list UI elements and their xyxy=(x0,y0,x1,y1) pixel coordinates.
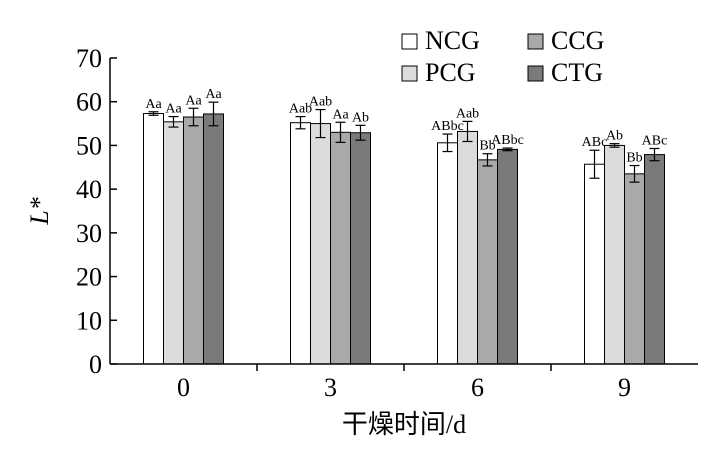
legend-swatch xyxy=(527,33,544,50)
significance-label: Aa xyxy=(332,107,349,122)
significance-label: Aab xyxy=(309,95,332,110)
x-tick-label: 3 xyxy=(324,373,337,402)
legend-swatch xyxy=(401,65,418,82)
y-tick-label: 0 xyxy=(89,350,102,379)
legend-swatch xyxy=(527,65,544,82)
bar xyxy=(183,116,204,365)
bar xyxy=(604,144,625,365)
y-tick-label: 10 xyxy=(76,306,102,335)
y-axis-title: L* xyxy=(25,197,54,225)
significance-label: Aa xyxy=(145,97,162,112)
legend-swatch xyxy=(401,33,418,50)
significance-label: ABbc xyxy=(491,133,524,148)
bar xyxy=(437,142,458,365)
y-tick-label: 50 xyxy=(76,131,102,160)
significance-label: ABbc xyxy=(431,119,464,134)
legend-label: PCG xyxy=(425,58,476,87)
legend-label: CTG xyxy=(551,58,603,87)
x-tick-label: 6 xyxy=(471,373,484,402)
significance-label: ABc xyxy=(582,135,608,150)
bar xyxy=(457,130,478,365)
y-tick-label: 70 xyxy=(76,44,102,73)
axes-layer: 0 10 20 30 40 50 60 70 0 3 6 9 干燥时间/d L* xyxy=(25,44,698,439)
x-axis-title: 干燥时间/d xyxy=(342,410,466,439)
bar xyxy=(350,132,371,365)
x-tick-label: 9 xyxy=(618,373,631,402)
legend-label: CCG xyxy=(551,26,604,55)
significance-label: Aa xyxy=(185,93,202,108)
significance-label: Aa xyxy=(165,102,182,117)
bar xyxy=(497,148,518,365)
significance-label: Bb xyxy=(479,139,495,154)
significance-label: ABc xyxy=(642,133,668,148)
legend: NCG CCG PCG CTG xyxy=(401,26,604,87)
significance-label: Aab xyxy=(456,106,479,121)
bar xyxy=(584,163,605,365)
legend-label: NCG xyxy=(425,26,480,55)
y-tick-label: 20 xyxy=(76,263,102,292)
significance-label: Bb xyxy=(626,151,642,166)
significance-label: Ab xyxy=(352,110,369,125)
significance-label: Aab xyxy=(289,102,312,117)
significance-label: Aa xyxy=(205,87,222,102)
bar xyxy=(163,121,184,365)
bar xyxy=(203,113,224,365)
bar xyxy=(143,113,164,365)
bar xyxy=(477,159,498,365)
bar xyxy=(310,123,331,365)
y-tick-label: 60 xyxy=(76,88,102,117)
bar xyxy=(644,154,665,365)
significance-label: Ab xyxy=(606,129,623,144)
bar xyxy=(624,173,645,365)
bar xyxy=(330,131,351,365)
bar xyxy=(290,122,311,365)
x-tick-label: 0 xyxy=(177,373,190,402)
y-tick-label: 40 xyxy=(76,175,102,204)
y-tick-label: 30 xyxy=(76,219,102,248)
